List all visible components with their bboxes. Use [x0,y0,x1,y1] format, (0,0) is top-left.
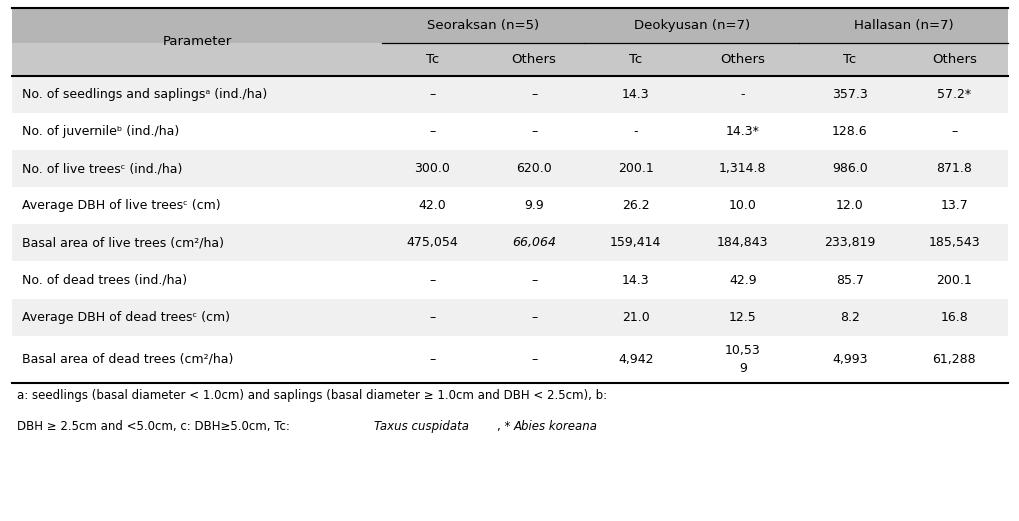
Text: a: seedlings (basal diameter < 1.0cm) and saplings (basal diameter ≥ 1.0cm and D: a: seedlings (basal diameter < 1.0cm) an… [17,390,607,402]
Text: 12.5: 12.5 [729,311,756,324]
Text: 9.9: 9.9 [524,199,543,212]
Text: 10.0: 10.0 [729,199,756,212]
Bar [12,262,1007,299]
Text: 200.1: 200.1 [618,162,653,175]
Bar [12,150,1007,187]
Text: , *: , * [496,420,510,432]
Text: -: - [633,125,638,138]
Bar [12,113,1007,150]
Text: 357.3: 357.3 [832,88,867,101]
Text: 12.0: 12.0 [836,199,863,212]
Text: –: – [531,125,537,138]
Text: 10,53: 10,53 [725,344,760,357]
Bar [12,336,1007,383]
Text: 128.6: 128.6 [832,125,867,138]
Text: 1,314.8: 1,314.8 [718,162,766,175]
Bar [12,187,1007,225]
Text: 620.0: 620.0 [516,162,551,175]
Text: 26.2: 26.2 [622,199,649,212]
Text: 8.2: 8.2 [839,311,859,324]
Text: 61,288: 61,288 [931,353,975,366]
Text: 233,819: 233,819 [823,237,874,250]
Text: –: – [531,311,537,324]
Text: 200.1: 200.1 [935,274,971,287]
Text: Basal area of dead trees (cm²/ha): Basal area of dead trees (cm²/ha) [22,353,233,366]
Text: Basal area of live trees (cm²/ha): Basal area of live trees (cm²/ha) [22,237,224,250]
Text: Others: Others [931,53,976,66]
Text: Average DBH of live treesᶜ (cm): Average DBH of live treesᶜ (cm) [22,199,221,212]
Text: Seoraksan (n=5): Seoraksan (n=5) [427,19,539,32]
Bar [12,299,1007,336]
Bar [12,225,1007,262]
Text: 14.3: 14.3 [622,274,649,287]
Text: 159,414: 159,414 [609,237,660,250]
Text: 42.0: 42.0 [418,199,446,212]
Bar [12,76,1007,113]
Text: No. of seedlings and saplingsᵃ (ind./ha): No. of seedlings and saplingsᵃ (ind./ha) [22,88,267,101]
Text: –: – [429,353,435,366]
Text: –: – [531,88,537,101]
Text: –: – [531,353,537,366]
Text: 475,054: 475,054 [407,237,458,250]
Text: –: – [531,274,537,287]
Text: Average DBH of dead treesᶜ (cm): Average DBH of dead treesᶜ (cm) [22,311,230,324]
Text: 14.3: 14.3 [622,88,649,101]
Text: 9: 9 [738,362,746,375]
Text: Hallasan (n=7): Hallasan (n=7) [853,19,953,32]
Text: 184,843: 184,843 [716,237,768,250]
Text: –: – [429,125,435,138]
Text: –: – [950,125,957,138]
Text: 4,993: 4,993 [832,353,867,366]
Text: 85.7: 85.7 [835,274,863,287]
Text: Taxus cuspidata: Taxus cuspidata [374,420,469,432]
Text: 13.7: 13.7 [940,199,967,212]
Text: Tc: Tc [425,53,438,66]
Text: Tc: Tc [629,53,642,66]
Text: 300.0: 300.0 [414,162,449,175]
Text: 42.9: 42.9 [729,274,756,287]
Text: 21.0: 21.0 [622,311,649,324]
Text: 871.8: 871.8 [935,162,971,175]
Text: –: – [429,274,435,287]
Text: 14.3*: 14.3* [726,125,759,138]
Text: No. of live treesᶜ (ind./ha): No. of live treesᶜ (ind./ha) [22,162,182,175]
Text: No. of juvernileᵇ (ind./ha): No. of juvernileᵇ (ind./ha) [22,125,179,138]
Bar [12,43,1007,76]
Text: Tc: Tc [843,53,856,66]
Text: Others: Others [719,53,764,66]
Text: 16.8: 16.8 [940,311,967,324]
Text: No. of dead trees (ind./ha): No. of dead trees (ind./ha) [22,274,187,287]
Text: Others: Others [512,53,556,66]
Text: 185,543: 185,543 [927,237,979,250]
Text: 4,942: 4,942 [618,353,653,366]
Text: 57.2*: 57.2* [936,88,970,101]
Text: Parameter: Parameter [162,35,231,48]
Text: –: – [429,311,435,324]
Text: Deokyusan (n=7): Deokyusan (n=7) [633,19,749,32]
Text: 66,064: 66,064 [512,237,555,250]
Text: 986.0: 986.0 [832,162,867,175]
Text: DBH ≥ 2.5cm and <5.0cm, c: DBH≥5.0cm, Tc:: DBH ≥ 2.5cm and <5.0cm, c: DBH≥5.0cm, Tc… [17,420,293,432]
Text: -: - [740,88,744,101]
Text: Abies koreana: Abies koreana [514,420,597,432]
Text: –: – [429,88,435,101]
Bar [12,8,1007,43]
